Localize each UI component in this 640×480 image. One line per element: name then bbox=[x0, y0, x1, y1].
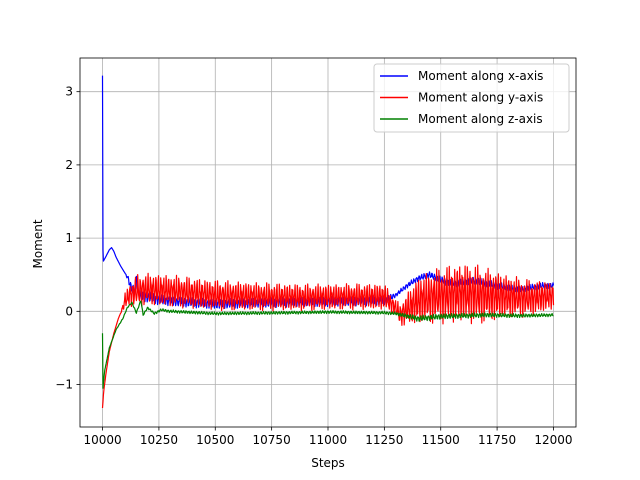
axes: 10000 10250 10500 10750 11000 11250 11500 11750… bbox=[55, 57, 577, 447]
y-tick-label: 0 bbox=[65, 304, 73, 318]
x-tick-label: 10000 bbox=[83, 433, 121, 447]
legend-label: Moment along z-axis bbox=[418, 112, 543, 126]
y-tick-label: 2 bbox=[65, 158, 73, 172]
series-lines bbox=[101, 75, 555, 409]
x-tick-label: 10500 bbox=[196, 433, 234, 447]
legend: Moment along x-axis Moment along y-axis Mo… bbox=[373, 63, 570, 133]
x-tick-label: 11500 bbox=[422, 433, 460, 447]
x-tick-label: 10750 bbox=[253, 433, 291, 447]
y-tick-label: 1 bbox=[65, 231, 73, 245]
y-axis-label: Moment bbox=[31, 219, 45, 268]
legend-label: Moment along y-axis bbox=[418, 91, 543, 105]
legend-label: Moment along x-axis bbox=[418, 69, 543, 83]
x-tick-label: 12000 bbox=[534, 433, 572, 447]
series-line-3 bbox=[101, 300, 554, 389]
x-tick-label: 11750 bbox=[478, 433, 516, 447]
x-tick-label: 11000 bbox=[309, 433, 347, 447]
y-tick-label: −1 bbox=[55, 378, 73, 392]
legend-box bbox=[373, 63, 570, 133]
y-tick-label: 3 bbox=[65, 85, 73, 99]
series-line-2 bbox=[101, 264, 555, 409]
x-tick-label: 10250 bbox=[140, 433, 178, 447]
x-tick-label: 11250 bbox=[365, 433, 403, 447]
x-axis-label: Steps bbox=[311, 456, 345, 470]
